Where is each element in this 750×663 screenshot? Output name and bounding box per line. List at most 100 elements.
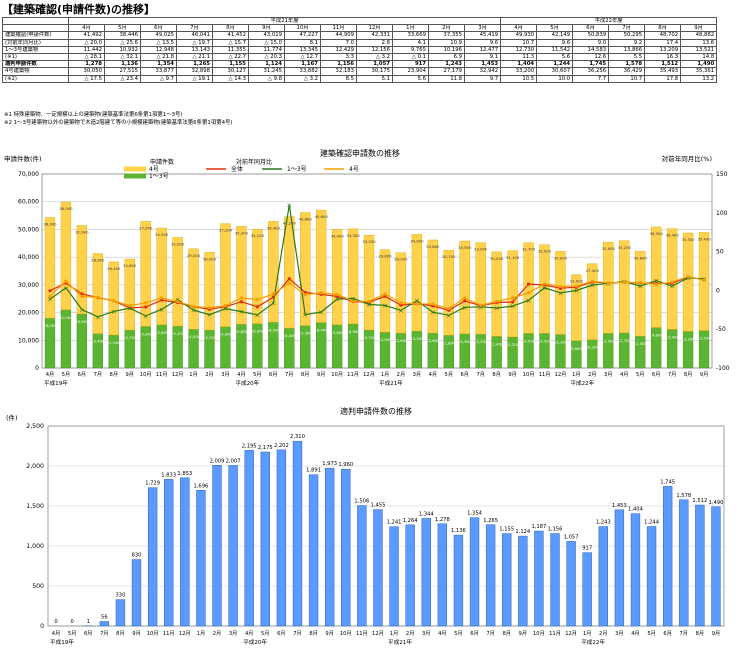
table-cell: 35,361 <box>680 67 718 76</box>
bar-4 <box>619 240 630 334</box>
bar-4-value: 35,300 <box>235 230 249 235</box>
table-cell: 36,429 <box>608 67 646 76</box>
month-header: 12月 <box>356 24 393 33</box>
bar-value: 1,155 <box>499 527 514 533</box>
bar-tekihan <box>308 474 319 627</box>
table-row: (※2) △ 17.5 △ 23.4 △ 9.7 △ 19.1 △ 14.3 △ 9.8 △ … <box>2 74 718 83</box>
bar-tekihan <box>485 524 496 627</box>
bar-4-value: 33,000 <box>474 247 488 252</box>
table-cell: 32,898 <box>176 67 213 76</box>
table-cell: 11,442 <box>68 45 105 55</box>
month-header: 2月 <box>428 24 465 33</box>
year-label: 平成20年 <box>235 379 259 387</box>
yoy-point <box>447 306 451 311</box>
bar-4 <box>443 250 454 336</box>
table-cell: 45,419 <box>463 31 502 40</box>
bar-4-value: 31,100 <box>506 255 520 260</box>
yoy-point <box>287 281 291 285</box>
bar-value: 1 <box>87 619 90 625</box>
table-cell: 17.8 <box>644 74 682 83</box>
table-cell: 14.8 <box>680 53 718 62</box>
x-tick-label: 4月 <box>237 371 246 378</box>
table-cell: 8.5 <box>320 74 357 83</box>
table-cell: 47,227 <box>284 31 321 40</box>
yoy-point <box>191 304 196 308</box>
yoy-point: × <box>254 311 260 319</box>
x-tick-label: 9月 <box>519 630 528 637</box>
x-tick-label: 2月 <box>588 371 597 378</box>
y2-axis-label: 対前年同月比(%) <box>662 154 712 163</box>
x-tick-label: 2月 <box>213 630 222 637</box>
table-row: (対前年同月比) △ 20.0 △ 25.6 △ 13.5 △ 19.7 △ 15.7 △ … <box>2 38 718 47</box>
x-tick-label: 11月 <box>163 630 175 637</box>
table-cell: 9.2 <box>608 38 646 47</box>
table-cell: △ 19.1 <box>176 74 213 83</box>
bar-4 <box>651 226 662 328</box>
bar-tekihan <box>341 468 351 627</box>
y2-tick-label: 150 <box>716 171 728 178</box>
bar-tekihan <box>131 559 142 627</box>
yoy-point: × <box>47 296 53 304</box>
bar-4-value: 30,600 <box>634 255 648 260</box>
year-label: 平成20年 <box>243 638 267 646</box>
x-tick-label: 4月 <box>429 371 438 378</box>
bar-1-3-value: 16,500 <box>267 327 281 332</box>
x-tick-label: 9月 <box>125 371 134 378</box>
yoy-point: × <box>669 283 675 291</box>
yoy-point <box>654 282 658 287</box>
x-tick-label: 7月 <box>94 371 103 378</box>
table-cell: △ 0.1 <box>392 53 429 62</box>
table-cell: 49,025 <box>140 31 177 40</box>
bar-value: 2,195 <box>242 443 257 449</box>
bar-4-value: 34,200 <box>362 239 376 244</box>
y-tick-label: 10,000 <box>18 337 39 344</box>
table-cell: 13,143 <box>176 45 213 55</box>
table-cell: 16.3 <box>644 53 682 62</box>
bar-tekihan <box>292 440 303 627</box>
month-header: 3月 <box>463 24 502 33</box>
bar-value: 1,136 <box>451 528 466 534</box>
bar-4 <box>204 252 215 331</box>
bar-tekihan <box>711 506 721 627</box>
yoy-point <box>303 290 307 295</box>
x-tick-label: 6月 <box>277 630 286 637</box>
yoy-point <box>638 281 642 285</box>
bar-1-3-value: 12,300 <box>458 339 472 344</box>
bar-tekihan <box>228 465 238 627</box>
x-tick-label: 4月 <box>620 371 629 378</box>
bar-4 <box>252 228 263 324</box>
bar-1-3-value: 12,600 <box>394 338 408 343</box>
yoy-point: × <box>637 283 643 291</box>
x-tick-label: 9月 <box>700 371 709 378</box>
yoy-point: × <box>302 311 308 319</box>
x-tick-label: 7月 <box>680 630 689 637</box>
bar-4 <box>60 201 72 310</box>
bar-value: 1,853 <box>177 471 192 477</box>
year-label: 平成21年 <box>379 379 403 387</box>
table-cell: 50,839 <box>572 31 610 40</box>
x-tick-label: 5月 <box>454 630 463 637</box>
bar-1-3-value: 12,700 <box>618 338 632 343</box>
x-tick-label: 5月 <box>261 630 270 637</box>
yoy-point: × <box>510 303 516 311</box>
table-cell: 38,446 <box>104 31 141 40</box>
yoy-point <box>431 302 435 306</box>
table-cell: △ 15.7 <box>212 38 249 47</box>
x-tick-label: 6月 <box>269 371 278 378</box>
bar-1-3-value: 11,800 <box>442 340 456 345</box>
bar-4-value: 36,300 <box>43 222 57 227</box>
x-tick-label: 12月 <box>565 630 577 637</box>
bar-4-value: 30,500 <box>490 256 504 261</box>
bar-value: 1,696 <box>193 483 208 489</box>
table-cell: 33,669 <box>392 31 429 40</box>
bar-1-3-value: 12,100 <box>554 339 568 344</box>
table-cell: 31,245 <box>248 67 285 76</box>
bar-value: 2,175 <box>258 445 273 451</box>
month-header: 7月 <box>608 24 646 33</box>
bar-tekihan <box>534 530 544 627</box>
yoy-point <box>686 274 690 279</box>
yoy-point <box>415 302 419 306</box>
bar-4-value: 29,000 <box>187 253 201 258</box>
yoy-point <box>80 292 84 296</box>
